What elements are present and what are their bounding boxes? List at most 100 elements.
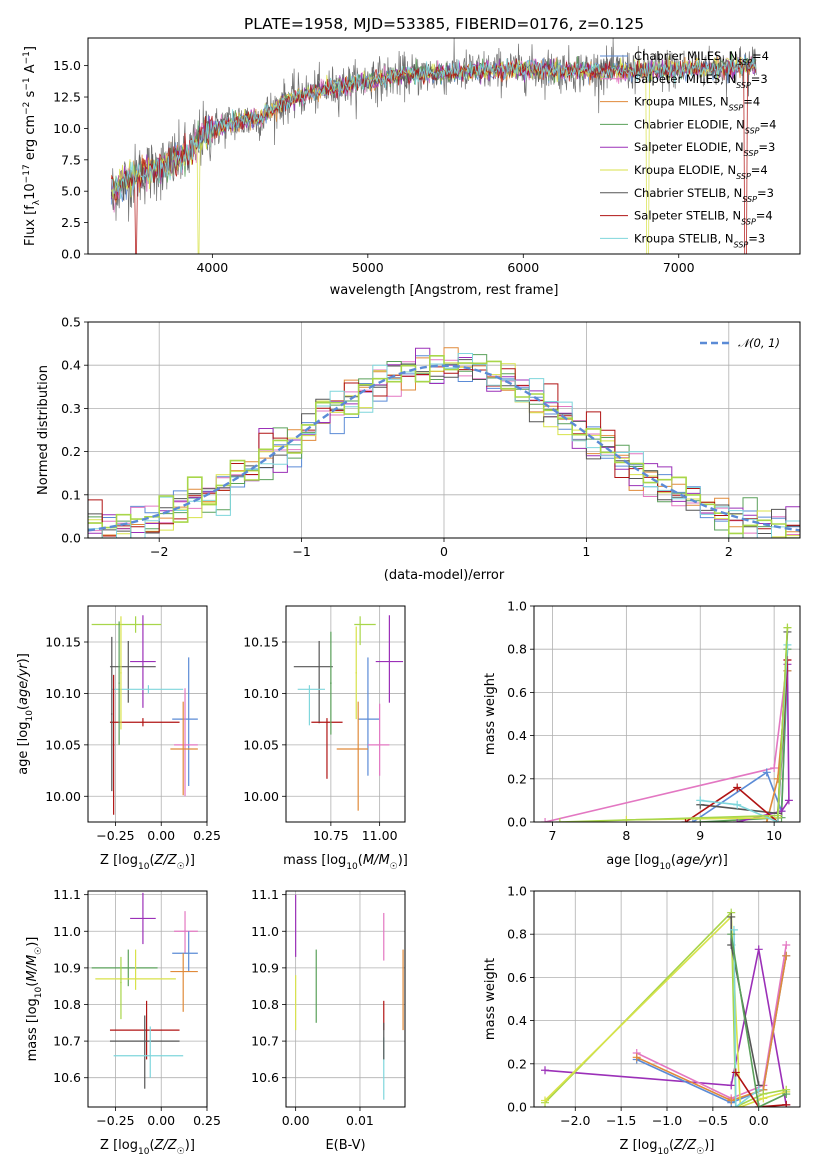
- axes-frame: [285, 605, 406, 823]
- y-tick-label: 10.9: [53, 960, 81, 975]
- x-tick-label: −0.25: [96, 1113, 134, 1128]
- x-tick-label: −0.25: [96, 828, 134, 843]
- x-tick-label: 0.0: [749, 1113, 769, 1128]
- histogram-green_light: [88, 355, 800, 538]
- y-tick-label: 0.6: [507, 685, 527, 700]
- series-marker-chabrier_elodie: [727, 930, 736, 939]
- y-tick-label: 0.5: [61, 315, 81, 330]
- x-axis-label: Z [log10(Z/Z☉)]: [100, 1138, 195, 1157]
- series-marker-kroupa_stelib: [729, 925, 738, 934]
- y-tick-label: 10.9: [251, 960, 279, 975]
- legend-label-kroupa_elodie: Kroupa ELODIE, NSSP=4: [634, 163, 768, 181]
- y-tick-label: 10.8: [251, 997, 279, 1012]
- x-tick-label: 11.00: [362, 828, 398, 843]
- series-marker-salpeter_elodie: [754, 945, 763, 954]
- y-axis-label: mass weight: [483, 673, 498, 755]
- model-spectrum-salpeter_stelib: [110, 57, 757, 254]
- series-line-green_light: [559, 627, 789, 822]
- y-tick-label: 10.10: [243, 686, 279, 701]
- figure-title: PLATE=1958, MJD=53385, FIBERID=0176, z=0…: [244, 15, 644, 33]
- series-marker-kroupa_stelib: [696, 796, 705, 805]
- series-marker-kroupa_stelib: [733, 800, 742, 809]
- x-tick-label: 5000: [352, 260, 384, 275]
- series-line-kroupa_elodie: [626, 627, 789, 821]
- y-axis-label: Normed distribution: [36, 365, 51, 495]
- x-tick-label: 4000: [196, 260, 228, 275]
- series-marker-salpeter_stelib: [731, 1068, 740, 1077]
- x-tick-label: 0.00: [147, 1113, 175, 1128]
- series-line-salpeter_elodie: [544, 949, 787, 1105]
- legend-label-kroupa_miles: Kroupa MILES, NSSP=4: [634, 95, 760, 113]
- massweight-vs-metallicity-panel: −2.0 −1.5 −1.0 −0.5 0.0 0.0 0.2 0.4 0.6 0.8 1.0 Z […: [483, 884, 801, 1157]
- y-axis-label: mass [log10(M/M☉)]: [25, 937, 44, 1062]
- model-spectrum-kroupa_stelib: [111, 56, 757, 199]
- series-marker-chabrier_stelib: [727, 912, 736, 921]
- x-tick-label: −1.0: [652, 1113, 682, 1128]
- series-marker-salpeter_miles: [541, 818, 550, 822]
- spectrum-lines: [110, 38, 757, 254]
- axes-frame: [87, 37, 801, 255]
- series-marker-salpeter_stelib: [733, 783, 742, 792]
- series-marker-kroupa_miles: [632, 1053, 641, 1062]
- series-group: [541, 623, 793, 822]
- series-marker-salpeter_elodie: [784, 796, 793, 805]
- legend-label-normal: 𝒩(0, 1): [738, 336, 780, 350]
- mass-vs-metallicity-panel: −0.25 0.00 0.25 10.6 10.7 10.8 10.9 11.0 11.1 Z […: [25, 887, 221, 1157]
- legend-label-salpeter_stelib: Salpeter STELIB, NSSP=4: [634, 209, 773, 227]
- axes-frame: [87, 321, 801, 539]
- x-axis-label: (data-model)/error: [384, 568, 505, 583]
- y-tick-label: 11.1: [251, 887, 279, 902]
- y-axis-label: age [log10(age/yr)]: [16, 653, 35, 775]
- y-tick-label: 0.0: [61, 531, 81, 546]
- age-vs-metallicity-panel: −0.25 0.00 0.25 10.00 10.05 10.10 10.15 Z [log1…: [16, 605, 221, 872]
- x-tick-label: 0.00: [282, 1113, 310, 1128]
- histogram-salpeter_elodie: [88, 347, 800, 538]
- x-axis-label: age [log10(age/yr)]: [606, 853, 728, 872]
- y-tick-label: 1.0: [507, 599, 527, 614]
- x-tick-label: 0.00: [147, 828, 175, 843]
- x-axis-label: E(B-V): [325, 1138, 365, 1153]
- series-line-green_light: [544, 910, 787, 1107]
- series-marker-kroupa_miles: [762, 818, 771, 822]
- series-marker-salpeter_stelib: [782, 1100, 791, 1107]
- series-marker-green_light: [783, 623, 792, 632]
- y-axis-label: Flux [fλ10−17 erg cm−2 s−1 A−1]: [22, 46, 42, 246]
- histogram-group: [88, 347, 800, 538]
- y-tick-label: 10.6: [251, 1070, 279, 1085]
- series-marker-green_light: [555, 818, 564, 822]
- residuals-panel: −2 −1 0 1 2 0.0 0.1 0.2 0.3 0.4 0.5 (data-model)/er…: [36, 315, 801, 583]
- x-tick-label: 9: [696, 828, 704, 843]
- series-line-salpeter_stelib: [735, 1071, 787, 1107]
- points-group: [91, 892, 198, 1089]
- y-axis-label: mass weight: [483, 958, 498, 1040]
- y-tick-label: 0.0: [61, 247, 81, 262]
- series-marker-salpeter_miles: [770, 764, 779, 772]
- legend-label-kroupa_stelib: Kroupa STELIB, NSSP=3: [634, 231, 765, 249]
- normal-curve: [88, 364, 800, 532]
- series-marker-green_light: [773, 811, 782, 820]
- y-tick-label: 10.6: [53, 1070, 81, 1085]
- y-tick-label: 10.15: [243, 635, 279, 650]
- y-tick-label: 10.0: [53, 121, 81, 136]
- x-tick-label: 7: [548, 828, 556, 843]
- y-tick-label: 10.00: [243, 789, 279, 804]
- series-marker-salpeter_elodie: [733, 818, 742, 822]
- legend-label-salpeter_elodie: Salpeter ELODIE, NSSP=3: [634, 140, 775, 158]
- axes-frame: [87, 890, 208, 1108]
- series-marker-salpeter_stelib: [681, 818, 690, 822]
- series-group: [541, 908, 791, 1107]
- series-line-kroupa_miles: [636, 955, 787, 1102]
- x-tick-label: 0.25: [193, 828, 221, 843]
- y-tick-label: 11.0: [251, 924, 279, 939]
- y-tick-label: 0.2: [507, 771, 527, 786]
- series-marker-kroupa_elodie: [759, 1094, 768, 1103]
- x-tick-label: 8: [622, 828, 630, 843]
- x-tick-label: 7000: [663, 260, 695, 275]
- series-line-salpeter_miles: [544, 659, 789, 822]
- y-tick-label: 0.4: [61, 358, 81, 373]
- series-marker-salpeter_miles: [782, 941, 791, 949]
- mass-vs-ebv-panel: 0.00 0.01 10.6 10.7 10.8 10.9 11.0 11.1 E(B-V): [251, 887, 406, 1153]
- y-tick-label: 0.4: [507, 1013, 527, 1028]
